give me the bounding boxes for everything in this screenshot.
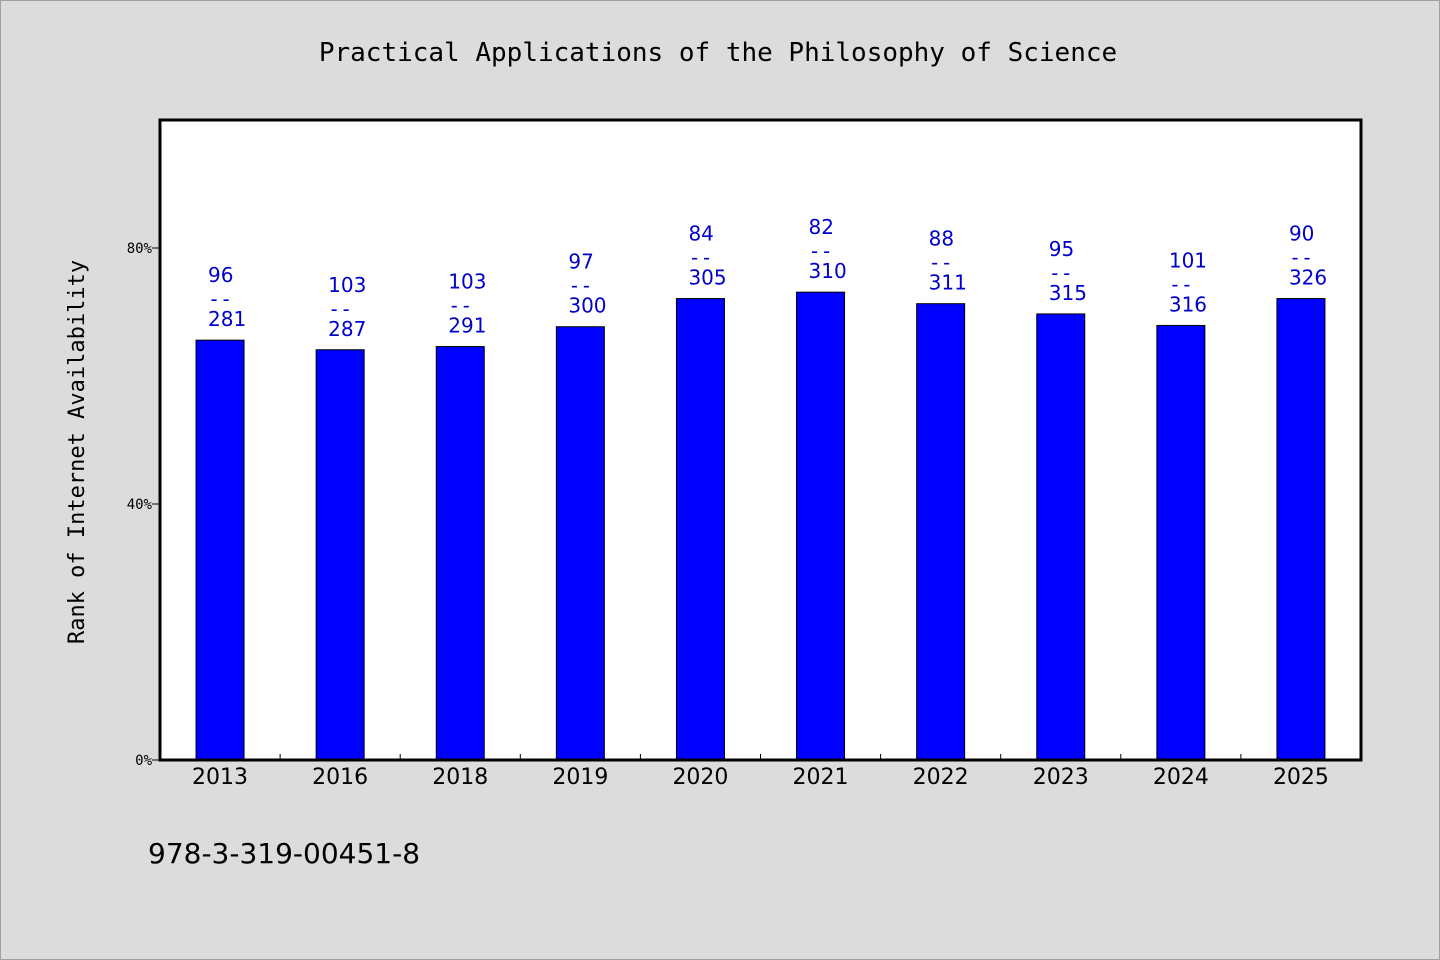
bar-2016	[315, 349, 365, 761]
bar-label-separator-2016: --	[328, 297, 352, 321]
bar-label-bottom-2018: 291	[448, 314, 486, 338]
plot-frame	[158, 118, 1363, 762]
chart-title: Practical Applications of the Philosophy…	[319, 38, 1117, 68]
bar-label-top-2024: 101	[1169, 248, 1207, 272]
x-tick-label-2024: 2024	[1153, 765, 1209, 790]
bar-label-separator-2024: --	[1169, 272, 1193, 296]
x-tick-label-2020: 2020	[672, 765, 728, 790]
bar-label-bottom-2016: 287	[328, 317, 366, 341]
bar-label-top-2025: 90	[1289, 222, 1314, 246]
bar-label-bottom-2019: 300	[568, 294, 606, 318]
x-tick-label-2018: 2018	[432, 765, 488, 790]
bar-label-top-2023: 95	[1049, 237, 1074, 261]
x-tick-label-2022: 2022	[913, 765, 969, 790]
x-tick-label-2021: 2021	[793, 765, 849, 790]
bar-2022	[916, 303, 966, 761]
x-tick-label-2025: 2025	[1273, 765, 1329, 790]
bar-2019	[555, 326, 605, 761]
y-tick-label-40: 40%	[127, 497, 153, 513]
bar-label-bottom-2021: 310	[809, 259, 847, 283]
bar-label-bottom-2022: 311	[929, 271, 967, 295]
bar-2020	[675, 298, 725, 761]
x-tick-label-2023: 2023	[1033, 765, 1089, 790]
x-tick-label-2019: 2019	[552, 765, 608, 790]
bar-2025	[1276, 298, 1326, 761]
y-tick-label-80: 80%	[127, 241, 153, 257]
bar-label-top-2018: 103	[448, 270, 486, 294]
bar-label-top-2021: 82	[809, 215, 834, 239]
bar-label-separator-2025: --	[1289, 246, 1313, 270]
x-ticks-layer: 2013 2016 2018 2019 2020 2021 2022 2023 2024 2025	[192, 754, 1329, 790]
bar-2023	[1036, 313, 1086, 761]
bar-label-separator-2019: --	[568, 274, 592, 298]
bars-layer	[195, 291, 1326, 761]
y-tick-label-0: 0%	[135, 753, 152, 769]
x-tick-label-2016: 2016	[312, 765, 368, 790]
bar-label-top-2013: 96	[208, 263, 233, 287]
bar-label-bottom-2013: 281	[208, 307, 246, 331]
bar-2018	[435, 346, 485, 761]
bar-label-top-2020: 84	[688, 222, 713, 246]
bar-2024	[1156, 324, 1206, 761]
bar-label-top-2019: 97	[568, 250, 593, 274]
x-tick-label-2013: 2013	[192, 765, 248, 790]
isbn-text: 978-3-319-00451-8	[148, 837, 420, 870]
bar-label-bottom-2025: 326	[1289, 266, 1327, 290]
bar-label-bottom-2024: 316	[1169, 292, 1207, 316]
bar-label-separator-2013: --	[208, 287, 232, 311]
y-axis-label: Rank of Internet Availability	[65, 260, 90, 644]
bar-label-separator-2021: --	[809, 239, 833, 263]
y-ticks-layer: 0% 40% 80%	[127, 241, 160, 769]
data-labels-layer: 96--281103--287103--29197--30084--30582-…	[208, 215, 1327, 341]
bar-label-bottom-2023: 315	[1049, 281, 1087, 305]
bar-label-bottom-2020: 305	[688, 266, 726, 290]
bar-label-separator-2023: --	[1049, 261, 1073, 285]
bar-2013	[195, 339, 245, 761]
bar-label-separator-2020: --	[688, 246, 712, 270]
bar-label-top-2016: 103	[328, 273, 366, 297]
bar-label-separator-2022: --	[929, 251, 953, 275]
bar-label-top-2022: 88	[929, 227, 954, 251]
bar-2021	[796, 291, 846, 761]
bar-label-separator-2018: --	[448, 294, 472, 318]
